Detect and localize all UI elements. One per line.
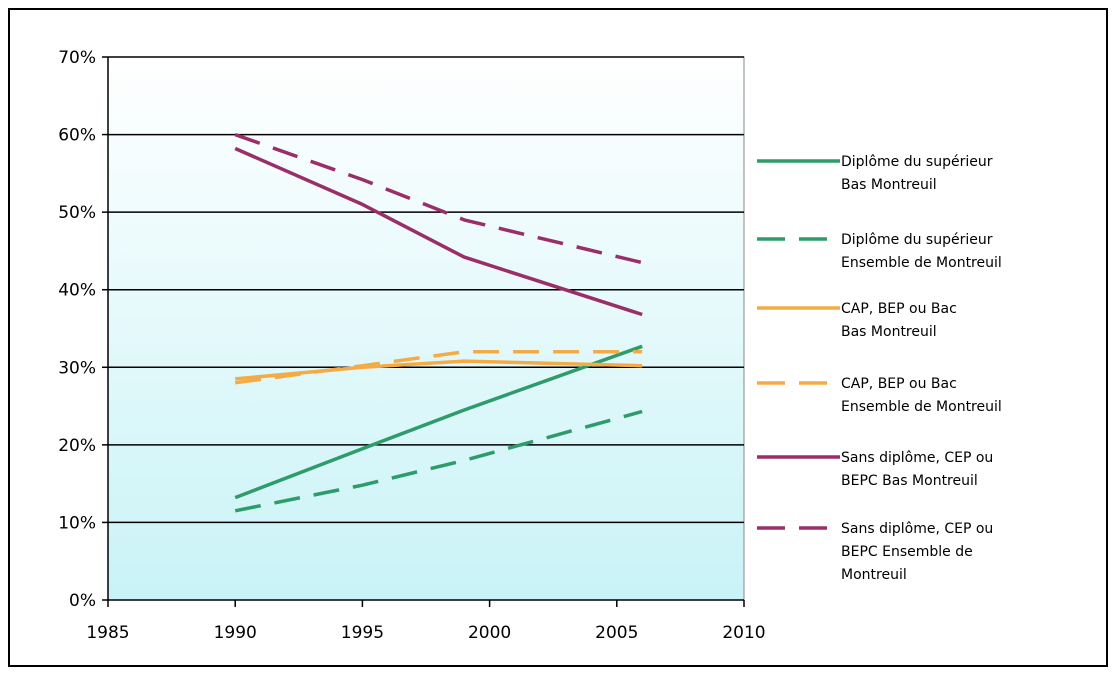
x-tick-label: 2010: [722, 623, 765, 643]
series-line-6: [234, 132, 643, 265]
x-tick-label: 2000: [468, 623, 511, 643]
y-tick-label: 10%: [58, 513, 96, 533]
y-tick-label: 0%: [69, 591, 96, 611]
y-tick-label: 50%: [58, 203, 96, 223]
legend-label: CAP, BEP ou Bac: [841, 301, 957, 317]
legend-label: Sans diplôme, CEP ou: [841, 450, 993, 466]
x-tick-label: 1995: [341, 623, 384, 643]
legend-label: Ensemble de Montreuil: [841, 255, 1002, 271]
y-tick-label: 70%: [58, 48, 96, 68]
legend-label: Diplôme du supérieur: [841, 232, 993, 248]
y-tick-label: 20%: [58, 436, 96, 456]
legend-label: Ensemble de Montreuil: [841, 399, 1002, 415]
y-tick-label: 60%: [58, 126, 96, 146]
legend-label: Bas Montreuil: [841, 177, 937, 193]
x-tick-label: 1990: [214, 623, 257, 643]
y-tick-label: 40%: [58, 281, 96, 301]
legend-label: Sans diplôme, CEP ou: [841, 521, 993, 537]
legend: Diplôme du supérieur Bas Montreuil Diplôme…: [757, 154, 1002, 583]
x-tick-label: 2005: [595, 623, 638, 643]
legend-label: Montreuil: [841, 567, 907, 583]
x-tick-label: 1985: [86, 623, 129, 643]
series-line-2: [234, 409, 643, 513]
legend-label: BEPC Ensemble de: [841, 544, 973, 560]
legend-label: BEPC Bas Montreuil: [841, 473, 978, 489]
plot-area: [107, 56, 745, 601]
axes: 0% 10% 20% 30% 40% 50% 60% 70% 1985 1990 1995 2000 2…: [58, 48, 765, 643]
gridlines: [108, 56, 744, 524]
legend-label: CAP, BEP ou Bac: [841, 376, 957, 392]
legend-label: Bas Montreuil: [841, 324, 937, 340]
legend-label: Diplôme du supérieur: [841, 154, 993, 170]
series-line-1: [234, 344, 643, 500]
series-lines: [234, 132, 643, 513]
series-line-5: [234, 146, 643, 317]
series-line-4: [234, 350, 643, 385]
y-tick-label: 30%: [58, 358, 96, 378]
